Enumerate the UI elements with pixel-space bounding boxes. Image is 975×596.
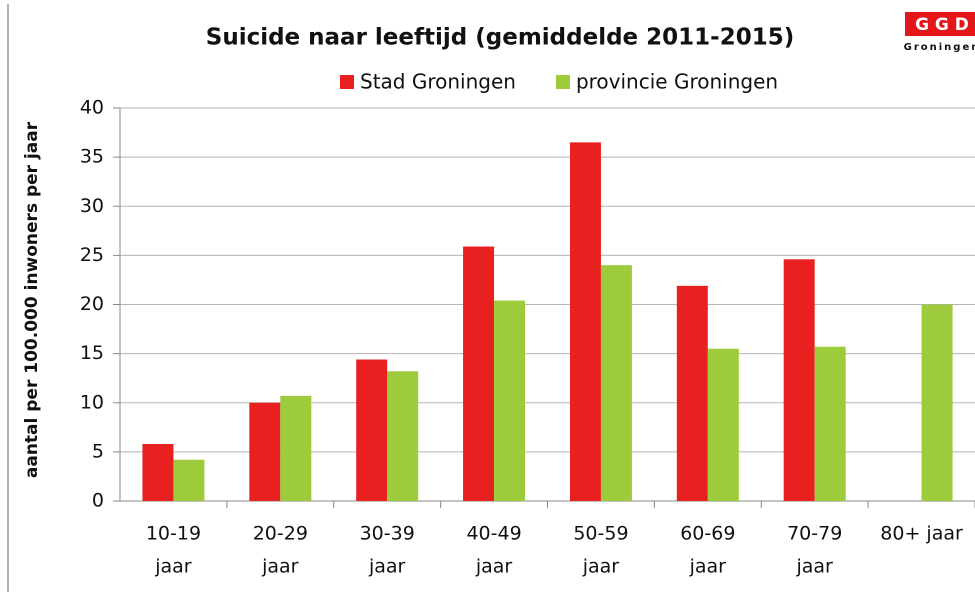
bar: [600, 265, 632, 501]
bar: [814, 346, 846, 501]
x-tick-label: jaar: [261, 556, 299, 578]
bar: [707, 348, 739, 501]
bar: [569, 142, 601, 501]
logo-name: G G D: [915, 15, 969, 35]
x-tick-label: 70-79: [787, 523, 842, 545]
y-tick-label: 30: [80, 195, 104, 217]
bar: [783, 259, 815, 501]
x-tick-label: 40-49: [466, 523, 521, 545]
y-tick-label: 40: [80, 97, 104, 119]
x-tick-label: 30-39: [360, 523, 415, 545]
x-tick-label: 20-29: [253, 523, 308, 545]
y-tick-label: 20: [80, 293, 104, 315]
x-tick-label: 60-69: [680, 523, 735, 545]
y-tick-label: 0: [92, 490, 104, 512]
x-tick-label: 80+ jaar: [880, 523, 963, 545]
chart-title: Suicide naar leeftijd (gemiddelde 2011-2…: [206, 25, 795, 51]
legend-swatch: [340, 75, 354, 89]
y-tick-label: 15: [80, 342, 104, 364]
x-tick-label: jaar: [154, 556, 192, 578]
y-tick-label: 25: [80, 244, 104, 266]
bar: [921, 304, 953, 501]
bar: [356, 359, 388, 501]
legend-swatch: [555, 75, 570, 89]
x-tick-label: jaar: [689, 556, 727, 578]
bar: [280, 395, 312, 501]
bar: [676, 285, 708, 501]
bar: [494, 300, 526, 501]
x-tick-label: jaar: [582, 556, 620, 578]
bar: [173, 459, 205, 501]
x-tick-label: jaar: [475, 556, 513, 578]
y-tick-label: 5: [92, 440, 104, 462]
legend-label: provincie Groningen: [576, 70, 778, 94]
y-tick-label: 35: [80, 146, 104, 168]
y-tick-label: 10: [80, 391, 104, 413]
x-tick-label: 10-19: [146, 523, 201, 545]
y-axis-label: aantal per 100.000 inwoners per jaar: [22, 121, 42, 478]
x-tick-label: jaar: [795, 556, 833, 578]
legend-label: Stad Groningen: [360, 70, 516, 94]
bar: [142, 444, 174, 501]
bar: [387, 371, 419, 501]
bar: [249, 402, 281, 501]
x-tick-label: jaar: [368, 556, 406, 578]
logo-box: [905, 12, 975, 36]
x-tick-label: 50-59: [573, 523, 628, 545]
logo-subtitle: Groningen: [904, 42, 975, 53]
bar: [463, 246, 495, 501]
